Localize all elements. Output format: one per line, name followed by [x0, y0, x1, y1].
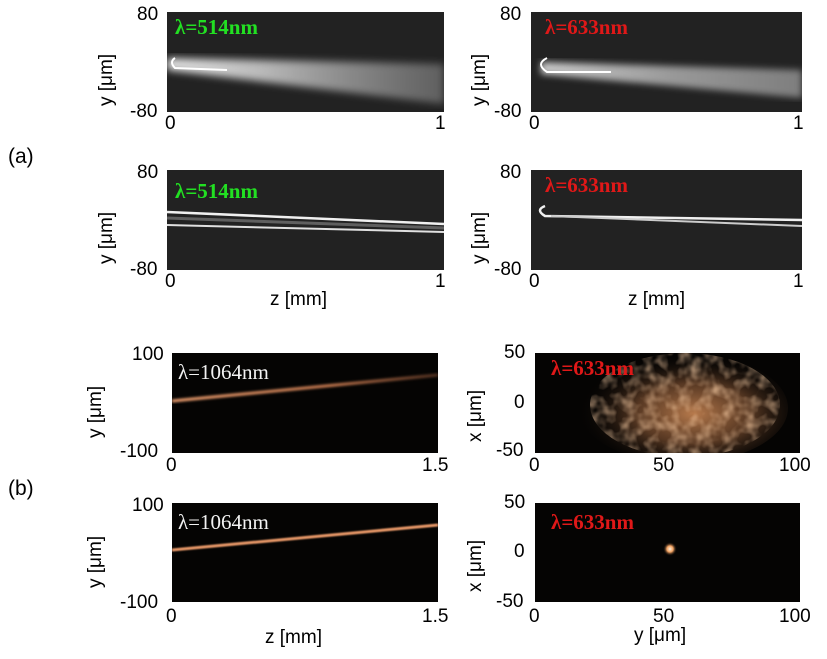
- ylabel-a1: y [μm]: [96, 53, 117, 106]
- section-label-a: (a): [8, 145, 34, 168]
- beam-image-a2: [540, 57, 802, 98]
- ytick-b4-bottom: -50: [496, 591, 524, 612]
- wavelength-label-a2: λ=633nm: [545, 15, 628, 39]
- wavelength-label-a4: λ=633nm: [545, 173, 628, 197]
- xtick-b4-middle: 50: [653, 606, 675, 627]
- ytick-a4-top: 80: [500, 162, 522, 183]
- xtick-a3-right: 1: [435, 271, 446, 292]
- ytick-a2-bottom: -80: [494, 101, 522, 122]
- xlabel-a4: z [mm]: [628, 289, 685, 310]
- ylabel-b1: y [μm]: [85, 385, 106, 438]
- ytick-b2-bottom: -50: [496, 440, 524, 461]
- ylabel-b3: y [μm]: [85, 535, 106, 588]
- ytick-a4-bottom: -80: [494, 259, 522, 280]
- ytick-b2-top: 50: [504, 342, 526, 363]
- wavelength-label-b4: λ=633nm: [551, 510, 634, 534]
- beam-image-a3: [167, 210, 444, 233]
- xtick-a3-left: 0: [165, 271, 176, 292]
- ytick-a2-top: 80: [500, 4, 522, 25]
- ytick-b3-bottom: -100: [120, 592, 159, 613]
- image-panel-b4: λ=633nm: [535, 503, 800, 602]
- image-panel-b3: λ=1064nm: [172, 503, 438, 602]
- xtick-b3-right: 1.5: [422, 606, 449, 627]
- ylabel-b2: x [μm]: [465, 389, 486, 442]
- xtick-b4-right: 100: [779, 606, 811, 627]
- xlabel-b3: z [mm]: [265, 627, 322, 648]
- beam-image-a1: [167, 57, 444, 104]
- image-panel-b2: λ=633nm: [535, 353, 800, 453]
- wavelength-label-b3: λ=1064nm: [178, 510, 269, 534]
- xtick-b1-right: 1.5: [422, 455, 449, 476]
- ytick-a3-top: 80: [137, 162, 159, 183]
- image-panel-a3: λ=514nm: [167, 170, 444, 270]
- ytick-a1-bottom: -80: [130, 101, 158, 122]
- beam-image-b1: [172, 373, 438, 403]
- wavelength-label-a3: λ=514nm: [175, 179, 258, 203]
- xtick-b2-right: 100: [779, 455, 811, 476]
- wavelength-label-b2: λ=633nm: [551, 356, 634, 380]
- beam-image-b4: [663, 542, 677, 556]
- ylabel-a4: y [μm]: [469, 211, 490, 264]
- xtick-a1-left: 0: [165, 113, 176, 134]
- xtick-a2-left: 0: [529, 113, 540, 134]
- beam-image-b3: [172, 523, 438, 552]
- image-panel-b1: λ=1064nm: [172, 353, 438, 453]
- wavelength-label-b1: λ=1064nm: [178, 360, 269, 384]
- xtick-b2-middle: 50: [653, 455, 675, 476]
- image-panel-a2: λ=633nm: [531, 12, 802, 112]
- xlabel-b4: y [μm]: [634, 625, 687, 646]
- ytick-b4-top: 50: [504, 492, 526, 513]
- xtick-a1-right: 1: [435, 113, 446, 134]
- beam-image-b2: [535, 353, 800, 453]
- section-label-b: (b): [8, 477, 34, 500]
- xtick-b4-left: 0: [529, 606, 540, 627]
- ylabel-b4: x [μm]: [465, 539, 486, 592]
- ytick-b4-middle: 0: [514, 541, 525, 562]
- ytick-b2-middle: 0: [514, 392, 525, 413]
- image-panel-a4: λ=633nm: [531, 170, 802, 270]
- ylabel-a2: y [μm]: [469, 53, 490, 106]
- ytick-b3-top: 100: [132, 495, 164, 516]
- beam-image-a4: [538, 204, 802, 227]
- ytick-a1-top: 80: [137, 4, 159, 25]
- xtick-a4-right: 1: [793, 271, 804, 292]
- xlabel-a3: z [mm]: [270, 289, 327, 310]
- xtick-b2-left: 0: [529, 455, 540, 476]
- xtick-b3-left: 0: [166, 606, 177, 627]
- ylabel-a3: y [μm]: [96, 211, 117, 264]
- xtick-b1-left: 0: [166, 455, 177, 476]
- ytick-b1-top: 100: [132, 344, 164, 365]
- ytick-b1-bottom: -100: [120, 441, 159, 462]
- wavelength-label-a1: λ=514nm: [175, 15, 258, 39]
- xtick-a4-left: 0: [529, 271, 540, 292]
- ytick-a3-bottom: -80: [130, 259, 158, 280]
- image-panel-a1: λ=514nm: [167, 12, 444, 112]
- xtick-a2-right: 1: [793, 113, 804, 134]
